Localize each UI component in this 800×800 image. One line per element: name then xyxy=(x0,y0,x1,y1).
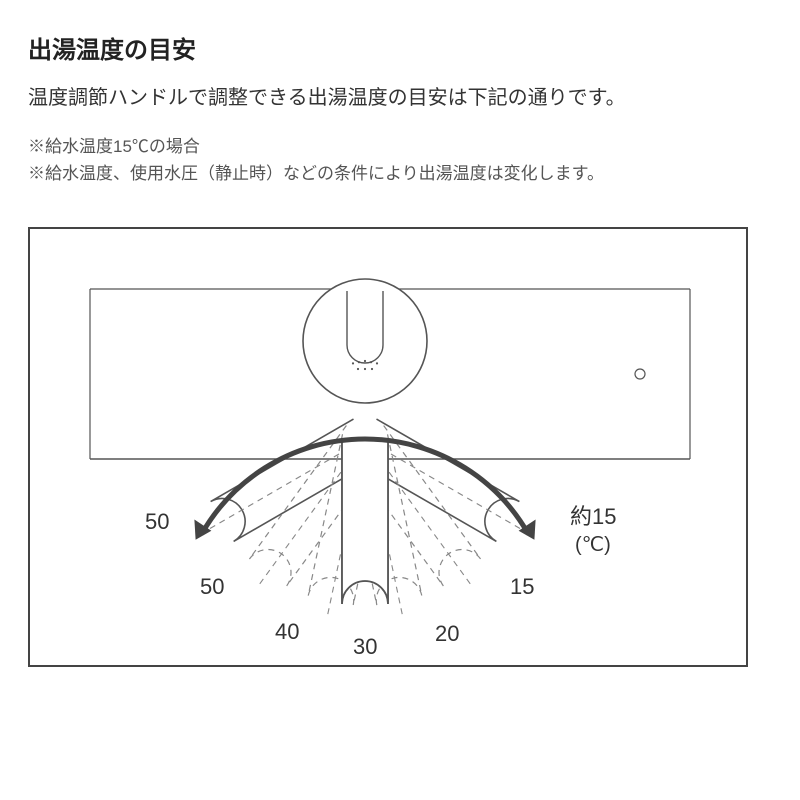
svg-text:50: 50 xyxy=(145,509,169,534)
svg-text:(℃): (℃) xyxy=(575,534,611,556)
svg-text:30: 30 xyxy=(353,634,377,659)
svg-text:約15: 約15 xyxy=(570,504,616,529)
svg-text:20: 20 xyxy=(435,621,459,646)
note-line-1: ※給水温度、使用水圧（静止時）などの条件により出湯温度は変化します。 xyxy=(28,160,772,187)
diagram-container: 50 50 40 30 20 15 約15 (℃) xyxy=(28,227,772,667)
svg-text:15: 15 xyxy=(510,574,534,599)
note-line-0: ※給水温度15℃の場合 xyxy=(28,133,772,160)
svg-text:50: 50 xyxy=(200,574,224,599)
faucet-diagram: 50 50 40 30 20 15 約15 (℃) xyxy=(30,229,750,669)
svg-text:40: 40 xyxy=(275,619,299,644)
description-text: 温度調節ハンドルで調整できる出湯温度の目安は下記の通りです。 xyxy=(28,83,772,113)
page-title: 出湯温度の目安 xyxy=(28,30,772,65)
diagram-box: 50 50 40 30 20 15 約15 (℃) xyxy=(28,227,748,667)
